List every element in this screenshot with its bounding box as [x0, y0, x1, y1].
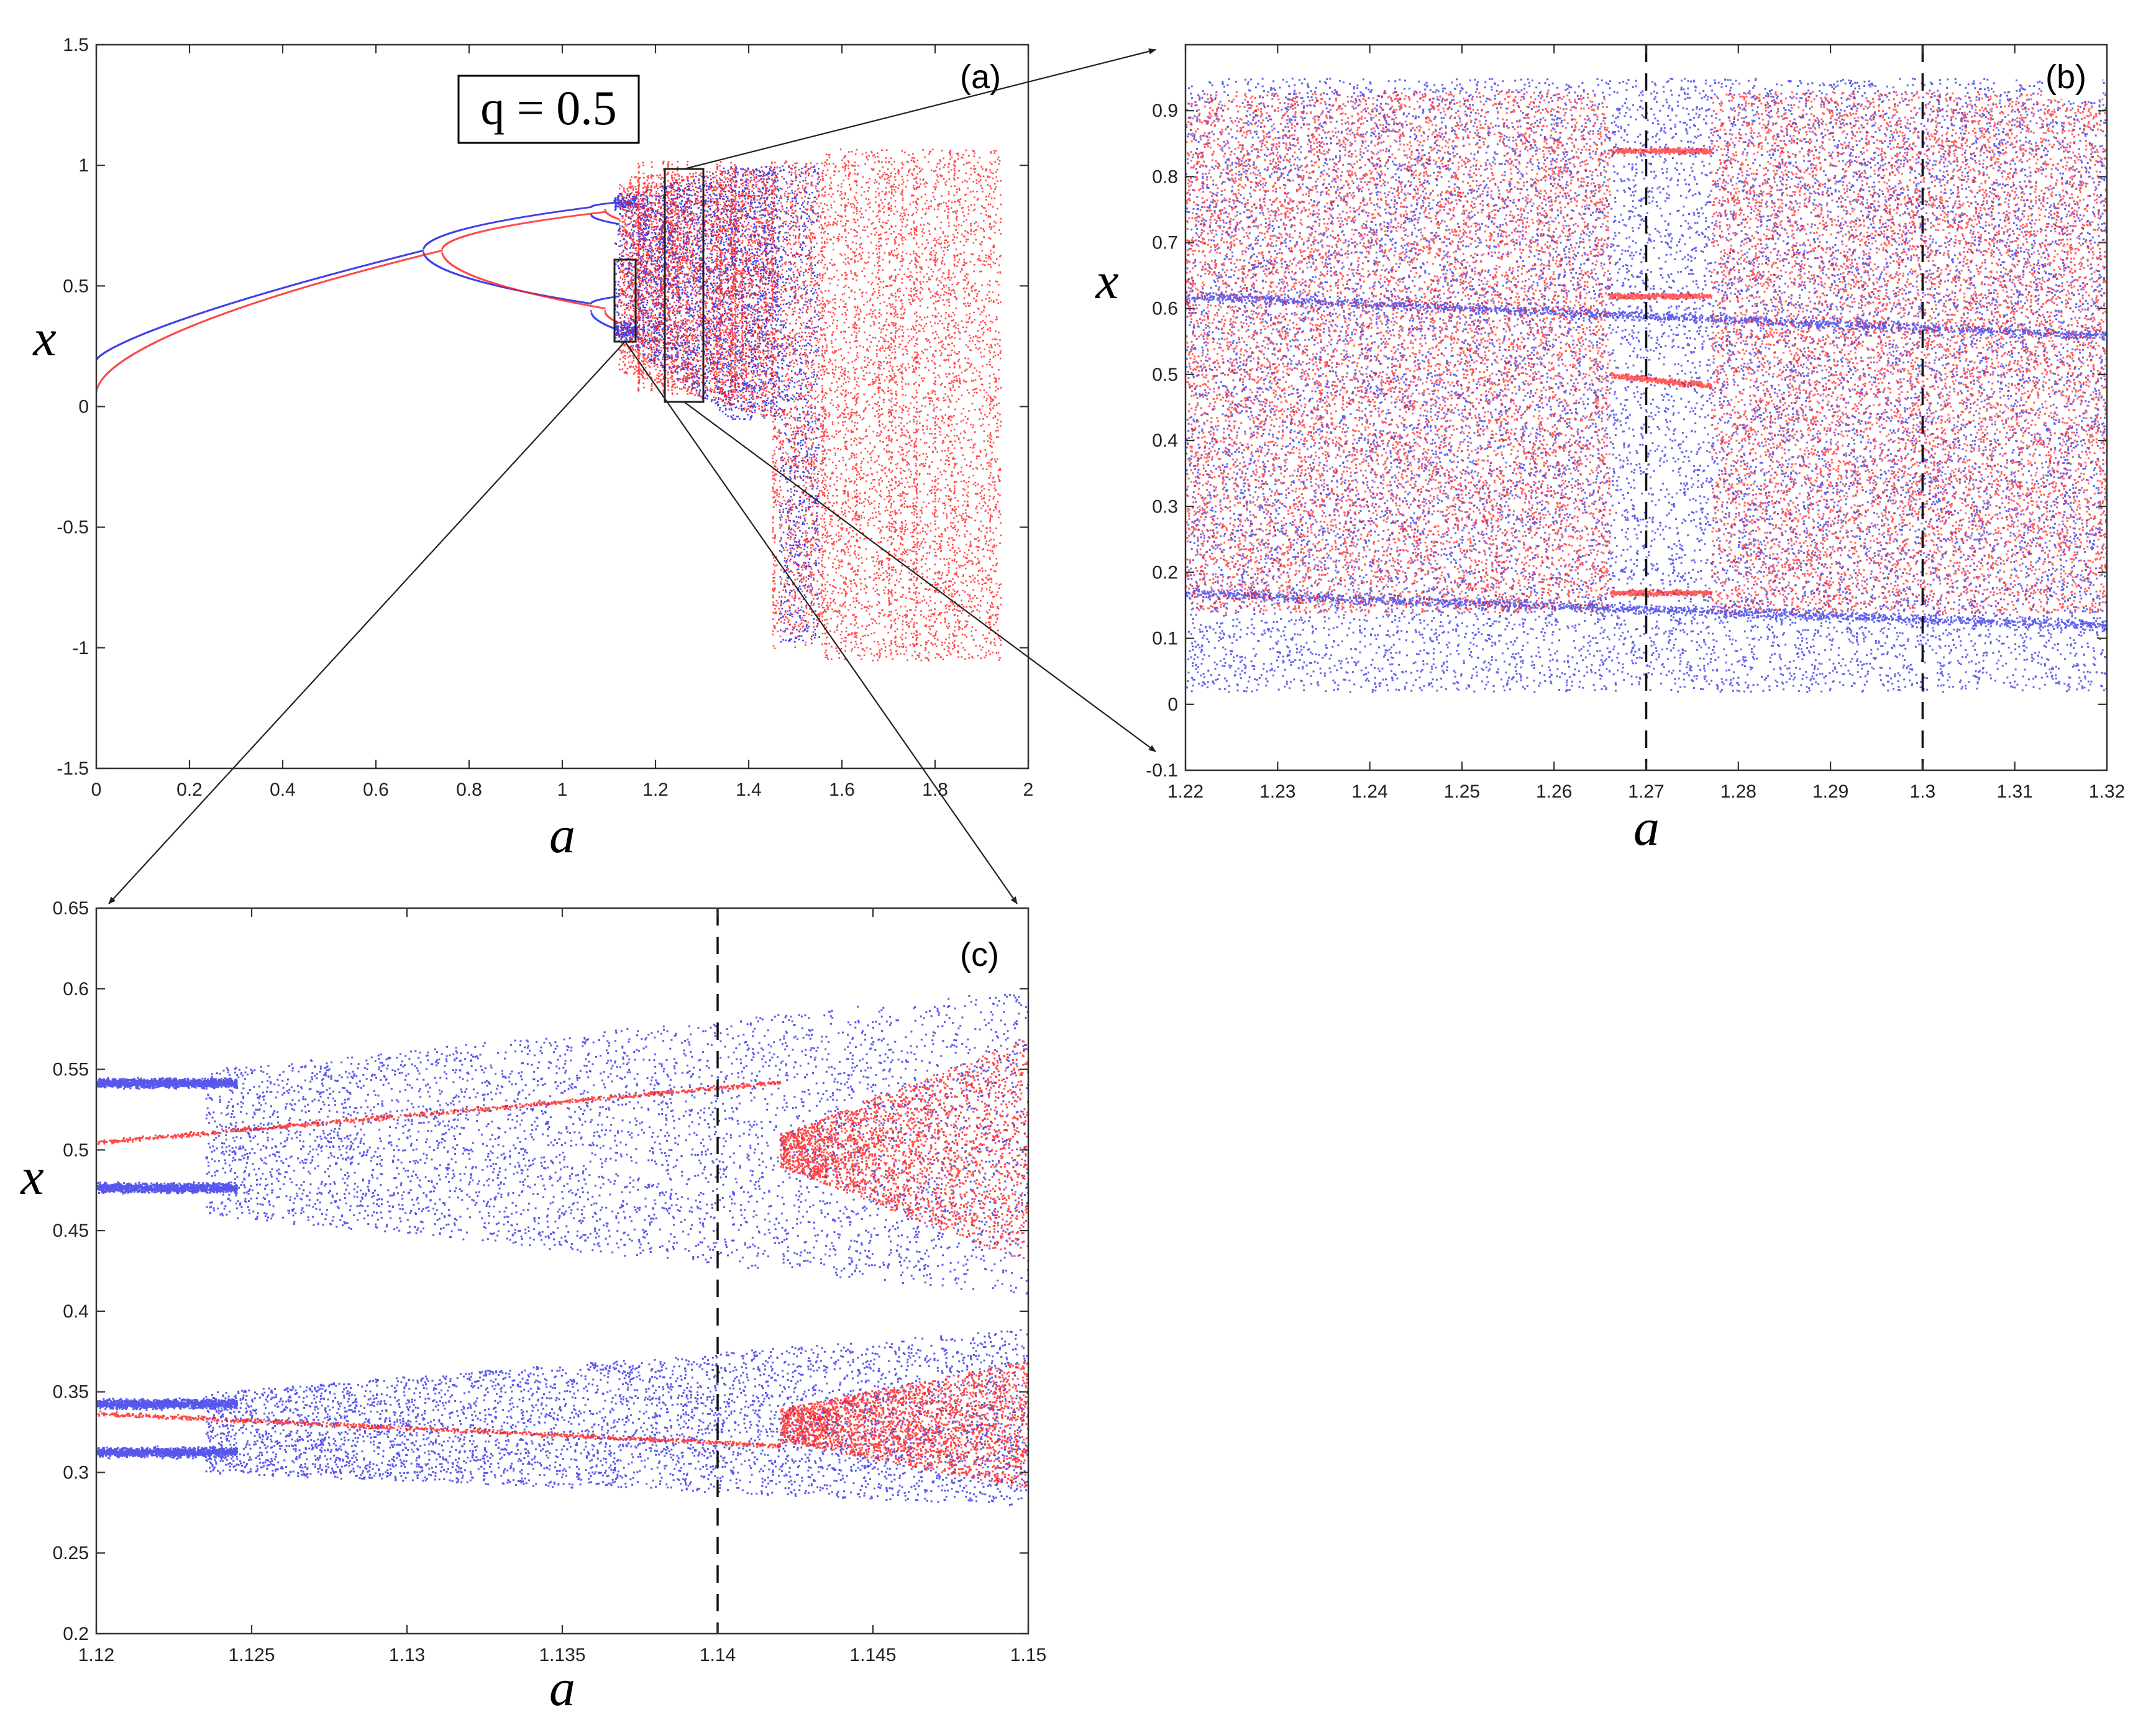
y-tick-label: 0.3 [63, 1462, 89, 1483]
x-tick-label: 1.29 [1812, 781, 1848, 802]
x-tick-label: 1.6 [829, 780, 855, 800]
x-axis-label-a: a [549, 806, 575, 864]
x-tick-label: 1.31 [1997, 781, 2033, 802]
x-tick-label: 1.8 [922, 780, 948, 800]
y-tick-label: 0.65 [53, 898, 89, 919]
x-tick-label: 0.6 [363, 780, 389, 800]
y-tick-label: 0.7 [1152, 233, 1178, 253]
y-tick-label: 0.4 [1152, 430, 1178, 451]
y-tick-label: 0.55 [53, 1060, 89, 1080]
x-tick-label: 2 [1023, 780, 1034, 800]
x-tick-label: 0 [91, 780, 102, 800]
y-tick-label: 0.6 [63, 979, 89, 999]
x-tick-label: 0.2 [176, 780, 203, 800]
y-tick-label: 0.8 [1152, 166, 1178, 187]
parameter-label: q = 0.5 [480, 81, 617, 135]
x-axis-label-b: a [1633, 799, 1660, 857]
y-axis-label-b: x [1094, 252, 1118, 310]
panel-label-b: (b) [2045, 58, 2086, 96]
y-tick-label: -0.1 [1146, 760, 1178, 781]
y-tick-label: 0 [78, 397, 89, 417]
y-tick-label: -1.5 [57, 758, 89, 779]
x-tick-label: 1.22 [1167, 781, 1204, 802]
y-axis-label-c: x [19, 1148, 43, 1206]
y-tick-label: 0.9 [1152, 101, 1178, 121]
y-tick-label: -1 [72, 638, 89, 658]
y-tick-label: 0.45 [53, 1221, 89, 1241]
x-tick-label: 1.145 [849, 1645, 896, 1665]
x-tick-label: 1.25 [1444, 781, 1480, 802]
x-tick-label: 1.23 [1259, 781, 1295, 802]
x-tick-label: 1.28 [1720, 781, 1756, 802]
y-tick-label: -0.5 [57, 517, 89, 538]
x-tick-label: 1.13 [389, 1645, 425, 1665]
x-tick-label: 1.14 [700, 1645, 736, 1665]
y-tick-label: 0.3 [1152, 496, 1178, 517]
y-tick-label: 0.2 [1152, 562, 1178, 583]
x-tick-label: 1.4 [736, 780, 762, 800]
y-tick-label: 0.5 [63, 1140, 89, 1160]
x-tick-label: 1.3 [1910, 781, 1936, 802]
y-tick-label: 0.1 [1152, 629, 1178, 649]
y-tick-label: 0.5 [1152, 365, 1178, 385]
y-tick-label: 0.25 [53, 1543, 89, 1563]
x-axis-label-c: a [549, 1659, 575, 1717]
panel-label-c: (c) [960, 936, 999, 973]
y-tick-label: 0.2 [63, 1624, 89, 1644]
y-tick-label: 0.4 [63, 1301, 89, 1322]
y-tick-label: 0 [1167, 694, 1178, 715]
y-tick-label: 1.5 [63, 35, 89, 55]
x-tick-label: 0.8 [456, 780, 482, 800]
x-tick-label: 1.32 [2089, 781, 2125, 802]
x-tick-label: 1.15 [1010, 1645, 1046, 1665]
y-tick-label: 0.35 [53, 1382, 89, 1403]
x-tick-label: 1.12 [78, 1645, 114, 1665]
x-tick-label: 1 [557, 780, 568, 800]
x-tick-label: 1.2 [642, 780, 669, 800]
x-tick-label: 1.125 [228, 1645, 275, 1665]
y-tick-label: 0.6 [1152, 299, 1178, 319]
x-tick-label: 0.4 [270, 780, 296, 800]
y-tick-label: 0.5 [63, 276, 89, 296]
x-tick-label: 1.24 [1351, 781, 1387, 802]
x-tick-label: 1.26 [1536, 781, 1572, 802]
y-tick-label: 1 [78, 155, 89, 176]
y-axis-label-a: x [32, 309, 56, 367]
